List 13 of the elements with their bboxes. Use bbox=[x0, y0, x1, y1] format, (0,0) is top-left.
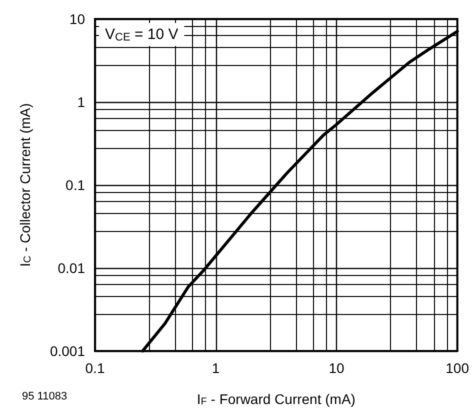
x-tick-label: 1 bbox=[212, 360, 220, 376]
x-tick-label: 100 bbox=[446, 360, 470, 376]
y-tick-label: 0.1 bbox=[66, 177, 86, 193]
y-axis-title: IC - Collector Current (mA) bbox=[17, 103, 34, 267]
x-tick-label: 10 bbox=[328, 360, 345, 376]
x-tick-label: 0.1 bbox=[85, 360, 105, 376]
y-tick-label: 10 bbox=[69, 11, 86, 27]
text: 95 11083 bbox=[22, 390, 68, 402]
y-tick-label: 1 bbox=[77, 94, 86, 110]
y-tick-label: 0.001 bbox=[50, 343, 86, 359]
y-tick-label: 0.01 bbox=[58, 260, 86, 276]
x-axis-title: IF - Forward Current (mA) bbox=[196, 391, 356, 408]
annotation: VCE = 10 V bbox=[105, 26, 178, 44]
